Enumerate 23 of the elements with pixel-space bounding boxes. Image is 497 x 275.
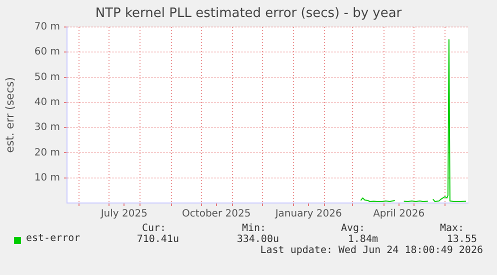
text: Min:	[242, 223, 266, 234]
y-tick-label: 10 m	[34, 172, 60, 184]
text: Last update: Wed Jun 24 18:00:49 2026	[260, 245, 483, 256]
y-tick-label: 30 m	[34, 122, 60, 134]
y-tick-label: 20 m	[34, 147, 60, 158]
x-tick-label: July 2025	[100, 208, 148, 220]
y-tick-label: 60 m	[34, 46, 60, 58]
x-tick-label: April 2026	[373, 208, 425, 220]
text: 1.84m	[348, 234, 378, 245]
y-tick-label: 70 m	[34, 22, 60, 33]
text: 13.55	[446, 234, 477, 245]
y-tick-label: 40 m	[34, 97, 60, 108]
x-tick-label: October 2025	[182, 208, 251, 220]
chart-title: NTP kernel PLL estimated error (secs) - by year	[94, 6, 403, 21]
y-tick-label: 50 m	[34, 72, 60, 83]
legend-label: est-error	[26, 233, 80, 244]
y-axis-title: est. err (secs)	[3, 77, 16, 153]
text: Max:	[440, 223, 464, 234]
text: 710.41u	[136, 234, 179, 245]
text: 334.00u	[236, 234, 279, 245]
x-tick-label: January 2026	[274, 208, 342, 220]
text: Avg:	[341, 223, 366, 234]
text: Cur:	[142, 223, 166, 234]
